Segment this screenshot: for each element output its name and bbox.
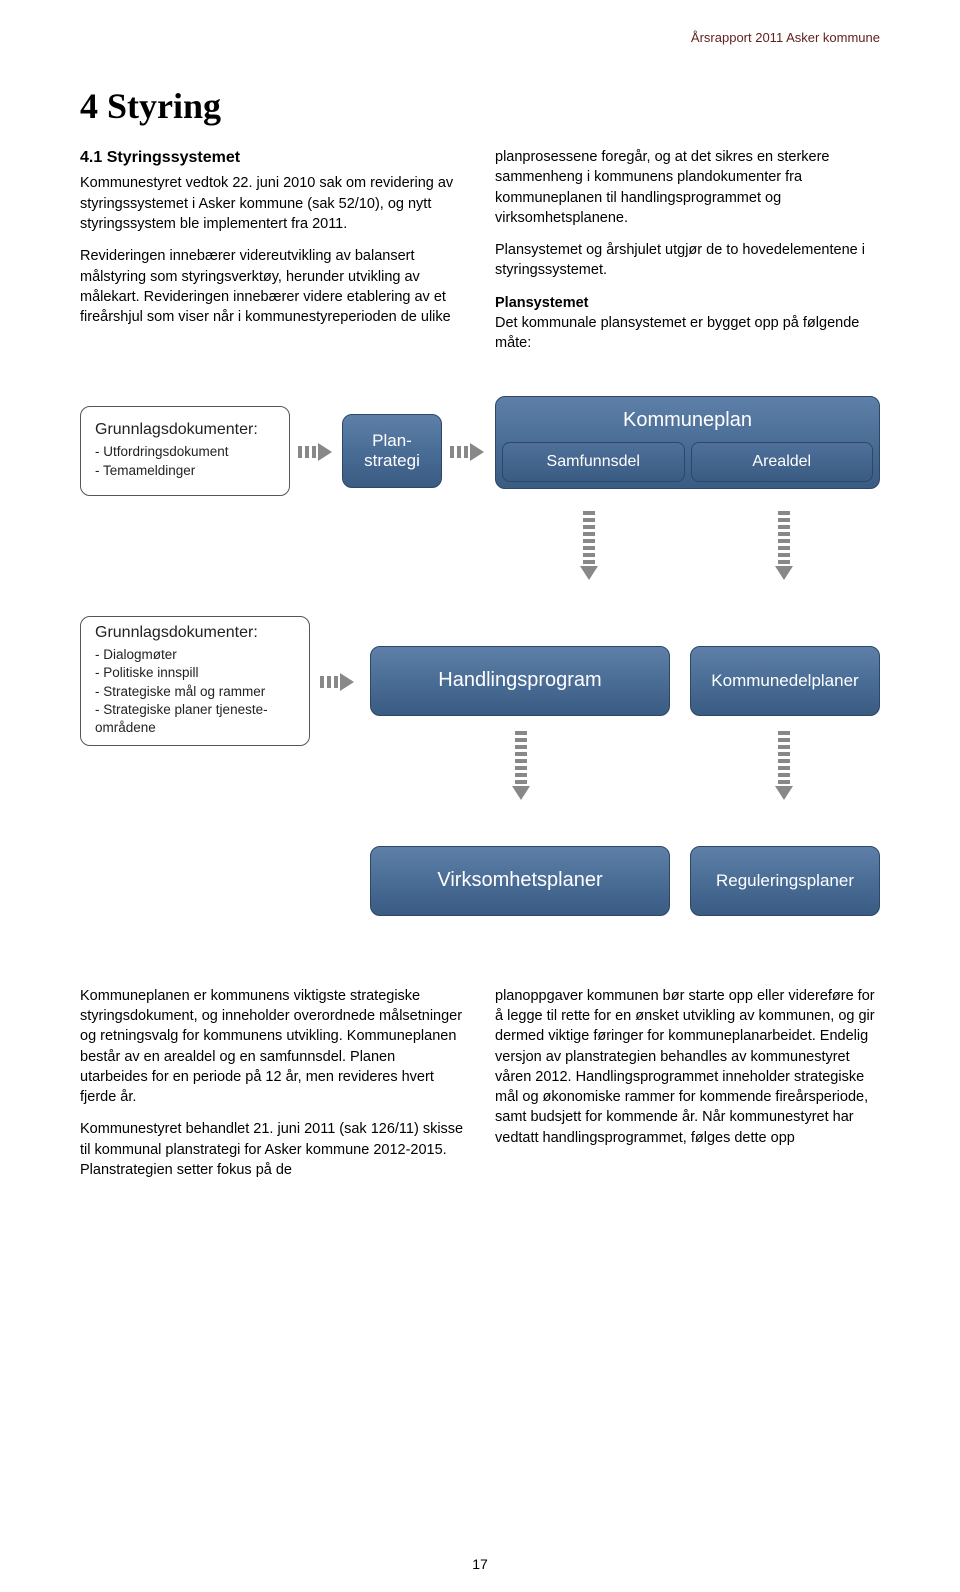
kommuneplan-box: Kommuneplan Samfunnsdel Arealdel bbox=[495, 396, 880, 489]
p-left-2: Revideringen innebærer videreutvikling a… bbox=[80, 246, 465, 327]
top-columns: 4.1 Styringssystemet Kommunestyret vedto… bbox=[80, 147, 880, 366]
gd2-box: Grunnlagsdokumenter: - Dialogmøter - Pol… bbox=[80, 616, 310, 746]
gd2-item-0: - Dialogmøter bbox=[95, 646, 295, 664]
bottom-columns: Kommuneplanen er kommunens viktigste str… bbox=[80, 986, 880, 1193]
virksomhetsplaner-box: Virksomhetsplaner bbox=[370, 846, 670, 916]
p-right-3: Det kommunale plansystemet er bygget opp… bbox=[495, 313, 880, 354]
col-right: planprosessene foregår, og at det sikres… bbox=[495, 147, 880, 366]
arrow-h-3 bbox=[320, 676, 354, 688]
main-title: 4 Styring bbox=[80, 85, 880, 127]
p-right-1: planprosessene foregår, og at det sikres… bbox=[495, 147, 880, 228]
bcol-left: Kommuneplanen er kommunens viktigste str… bbox=[80, 986, 465, 1193]
arrow-h-1 bbox=[298, 446, 332, 458]
planstrategi-box: Plan- strategi bbox=[342, 414, 442, 488]
reguleringsplaner-box: Reguleringsplaner bbox=[690, 846, 880, 916]
bp-left-2: Kommunestyret behandlet 21. juni 2011 (s… bbox=[80, 1119, 465, 1180]
bcol-right: planoppgaver kommunen bør starte opp ell… bbox=[495, 986, 880, 1193]
arrow-h-2 bbox=[450, 446, 484, 458]
page-number: 17 bbox=[0, 1556, 960, 1572]
section-heading: 4.1 Styringssystemet bbox=[80, 147, 465, 169]
arrow-v-4 bbox=[775, 731, 793, 800]
arrow-v-1 bbox=[580, 511, 598, 580]
plansystemet-heading: Plansystemet bbox=[495, 293, 880, 313]
doc-header: Årsrapport 2011 Asker kommune bbox=[80, 30, 880, 45]
p-left-1: Kommunestyret vedtok 22. juni 2010 sak o… bbox=[80, 173, 465, 234]
bp-right-1: planoppgaver kommunen bør starte opp ell… bbox=[495, 986, 880, 1148]
gd2-item-3: - Strategiske planer tjeneste- områdene bbox=[95, 701, 295, 737]
gd1-box: Grunnlagsdokumenter: - Utfordringsdokume… bbox=[80, 406, 290, 496]
p-right-2: Plansystemet og årshjulet utgjør de to h… bbox=[495, 240, 880, 281]
arrow-v-3 bbox=[512, 731, 530, 800]
kommunedelplaner-box: Kommunedelplaner bbox=[690, 646, 880, 716]
gd2-title: Grunnlagsdokumenter: bbox=[95, 624, 295, 642]
gd1-item-0: - Utfordringsdokument bbox=[95, 443, 275, 461]
handlingsprogram-box: Handlingsprogram bbox=[370, 646, 670, 716]
arrow-v-2 bbox=[775, 511, 793, 580]
gd2-item-1: - Politiske innspill bbox=[95, 664, 295, 682]
bp-left-1: Kommuneplanen er kommunens viktigste str… bbox=[80, 986, 465, 1108]
kommuneplan-label: Kommuneplan bbox=[496, 403, 879, 442]
gd1-title: Grunnlagsdokumenter: bbox=[95, 421, 275, 439]
plansystem-diagram: Grunnlagsdokumenter: - Utfordringsdokume… bbox=[80, 396, 880, 956]
col-left: 4.1 Styringssystemet Kommunestyret vedto… bbox=[80, 147, 465, 366]
gd2-item-2: - Strategiske mål og rammer bbox=[95, 683, 295, 701]
samfunnsdel-box: Samfunnsdel bbox=[502, 442, 685, 482]
arealdel-box: Arealdel bbox=[691, 442, 874, 482]
gd1-item-1: - Temameldinger bbox=[95, 462, 275, 480]
